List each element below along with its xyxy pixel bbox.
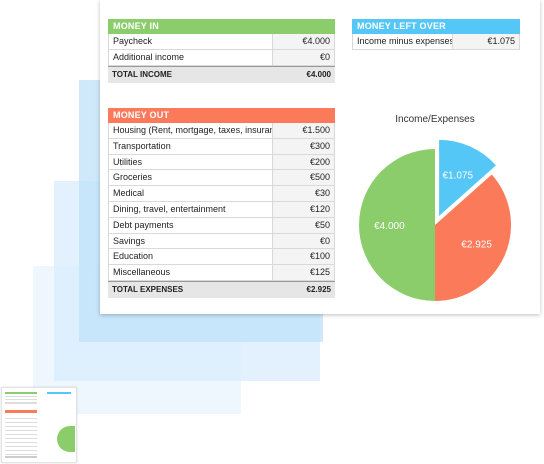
total-income-row: TOTAL INCOME €4.000 (108, 65, 335, 83)
pie-slice (435, 174, 511, 301)
row-value[interactable]: €0 (272, 49, 335, 65)
total-label: TOTAL EXPENSES (112, 284, 184, 294)
chart-title: Income/Expenses (395, 114, 475, 125)
income-expenses-pie-chart: €1.075 €2.925 €4.000 (359, 139, 511, 301)
row-value[interactable]: €125 (272, 265, 335, 280)
row-label: Utilities (108, 154, 272, 170)
slice-label: €2.925 (461, 240, 492, 251)
row-value[interactable]: €30 (272, 186, 335, 201)
row-label: Medical (108, 186, 272, 201)
row-value[interactable]: €300 (272, 138, 335, 154)
row-value[interactable]: €100 (272, 249, 335, 265)
table-row[interactable]: Groceries €500 (108, 170, 335, 187)
table-row[interactable]: Housing (Rent, mortgage, taxes, insuranc… (108, 123, 335, 139)
money-out-table: MONEY OUT Housing (Rent, mortgage, taxes… (108, 108, 335, 298)
table-row[interactable]: Medical €30 (108, 186, 335, 202)
money-in-table: MONEY IN Paycheck €4.000 Additional inco… (108, 19, 335, 83)
table-row[interactable]: Debt payments €50 (108, 217, 335, 234)
row-label: Debt payments (108, 217, 272, 233)
row-value[interactable]: €0 (272, 233, 335, 249)
row-label: Savings (108, 233, 272, 249)
total-label: TOTAL INCOME (112, 69, 172, 79)
table-row[interactable]: Paycheck €4.000 (108, 34, 335, 50)
row-label: Income minus expenses (352, 34, 452, 49)
table-row[interactable]: Utilities €200 (108, 154, 335, 171)
table-row[interactable]: Miscellaneous €125 (108, 265, 335, 281)
row-label: Groceries (108, 170, 272, 186)
row-label: Additional income (108, 49, 272, 65)
row-label: Miscellaneous (108, 265, 272, 280)
row-label: Transportation (108, 138, 272, 154)
pie-slice (439, 139, 496, 216)
total-value: €2.925 (306, 284, 331, 294)
table-row[interactable]: Additional income €0 (108, 49, 335, 66)
slice-label: €1.075 (442, 170, 473, 181)
money-left-header: MONEY LEFT OVER (352, 19, 520, 34)
pie-slice (359, 149, 435, 301)
table-row[interactable]: Dining, travel, entertainment €120 (108, 201, 335, 218)
row-label: Dining, travel, entertainment (108, 201, 272, 217)
money-out-header: MONEY OUT (108, 108, 335, 123)
money-left-table: MONEY LEFT OVER Income minus expenses €1… (352, 19, 520, 50)
row-value[interactable]: €500 (272, 170, 335, 186)
row-label: Education (108, 249, 272, 265)
table-row[interactable]: Education €100 (108, 249, 335, 266)
slice-label: €4.000 (374, 221, 405, 232)
row-label: Housing (Rent, mortgage, taxes, insuranc… (108, 123, 272, 138)
money-in-header: MONEY IN (108, 19, 335, 34)
total-value: €4.000 (306, 69, 331, 79)
document-thumbnail[interactable] (1, 387, 77, 463)
row-value[interactable]: €4.000 (272, 34, 335, 49)
total-expenses-row: TOTAL EXPENSES €2.925 (108, 280, 335, 298)
budget-spreadsheet-card: MONEY IN Paycheck €4.000 Additional inco… (100, 0, 540, 314)
row-value[interactable]: €1.075 (452, 34, 520, 49)
row-value[interactable]: €200 (272, 154, 335, 170)
row-value[interactable]: €120 (272, 201, 335, 217)
row-value[interactable]: €50 (272, 217, 335, 233)
row-value[interactable]: €1.500 (272, 123, 335, 138)
row-label: Paycheck (108, 34, 272, 49)
table-row[interactable]: Income minus expenses €1.075 (352, 34, 520, 50)
table-row[interactable]: Savings €0 (108, 233, 335, 250)
table-row[interactable]: Transportation €300 (108, 138, 335, 155)
